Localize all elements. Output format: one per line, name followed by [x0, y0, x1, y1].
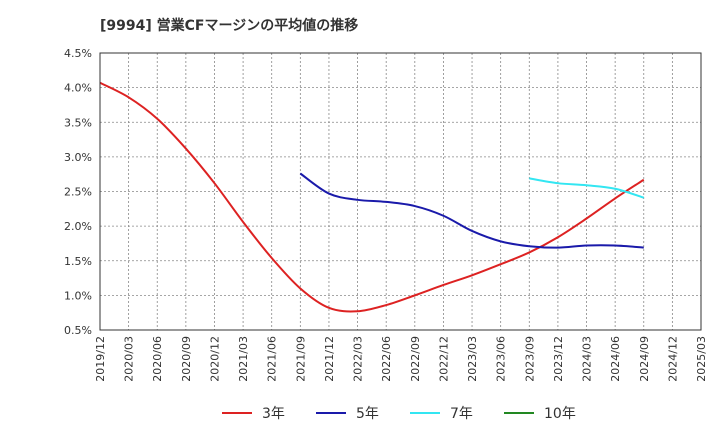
x-tick-label: 2021/03: [237, 336, 250, 382]
x-tick-label: 2019/12: [94, 336, 107, 382]
x-tick-label: 2020/09: [180, 336, 193, 382]
y-axis-ticks: 0.5% 1.0% 1.5% 2.0% 2.5% 3.0% 3.5% 4.0% 4.5%: [64, 47, 92, 337]
x-tick-label: 2024/03: [581, 336, 594, 382]
legend-label: 3年: [262, 406, 285, 422]
y-tick-label: 1.5%: [64, 255, 92, 268]
x-axis-ticks: 2019/12 2020/03 2020/06 2020/09 2020/12 2021/…: [94, 336, 708, 382]
series-lines: [99, 81, 645, 313]
grid-lines: [99, 52, 702, 331]
x-tick-label: 2024/06: [609, 336, 622, 382]
x-tick-label: 2022/06: [380, 336, 393, 382]
x-tick-label: 2023/06: [495, 336, 508, 382]
plot-frame: [99, 52, 702, 331]
x-tick-label: 2022/09: [409, 336, 422, 382]
legend-label: 10年: [544, 406, 576, 422]
legend: 3年 5年 7年 10年: [222, 406, 576, 422]
x-tick-label: 2021/06: [266, 336, 279, 382]
x-tick-label: 2025/03: [695, 336, 708, 382]
x-tick-label: 2021/09: [294, 336, 307, 382]
legend-label: 7年: [450, 406, 473, 422]
y-tick-label: 3.0%: [64, 151, 92, 164]
x-tick-label: 2020/03: [123, 336, 136, 382]
series-line-0: [99, 81, 645, 313]
x-tick-label: 2023/03: [466, 336, 479, 382]
x-tick-label: 2020/06: [151, 336, 164, 382]
x-tick-label: 2022/12: [437, 336, 450, 382]
y-tick-label: 3.5%: [64, 116, 92, 129]
series-line-1: [299, 172, 644, 249]
y-tick-label: 2.0%: [64, 220, 92, 233]
y-tick-label: 1.0%: [64, 289, 92, 302]
y-tick-label: 4.0%: [64, 82, 92, 95]
legend-label: 5年: [356, 406, 379, 422]
x-tick-label: 2021/12: [323, 336, 336, 382]
series-line-2: [529, 177, 645, 199]
y-tick-label: 0.5%: [64, 324, 92, 337]
x-tick-label: 2020/12: [208, 336, 221, 382]
chart-title: [9994] 営業CFマージンの平均値の推移: [100, 17, 358, 34]
x-tick-label: 2024/09: [638, 336, 651, 382]
y-tick-label: 4.5%: [64, 47, 92, 60]
x-tick-label: 2023/12: [552, 336, 565, 382]
y-tick-label: 2.5%: [64, 186, 92, 199]
x-tick-label: 2023/09: [523, 336, 536, 382]
x-tick-label: 2024/12: [666, 336, 679, 382]
x-tick-label: 2022/03: [352, 336, 365, 382]
